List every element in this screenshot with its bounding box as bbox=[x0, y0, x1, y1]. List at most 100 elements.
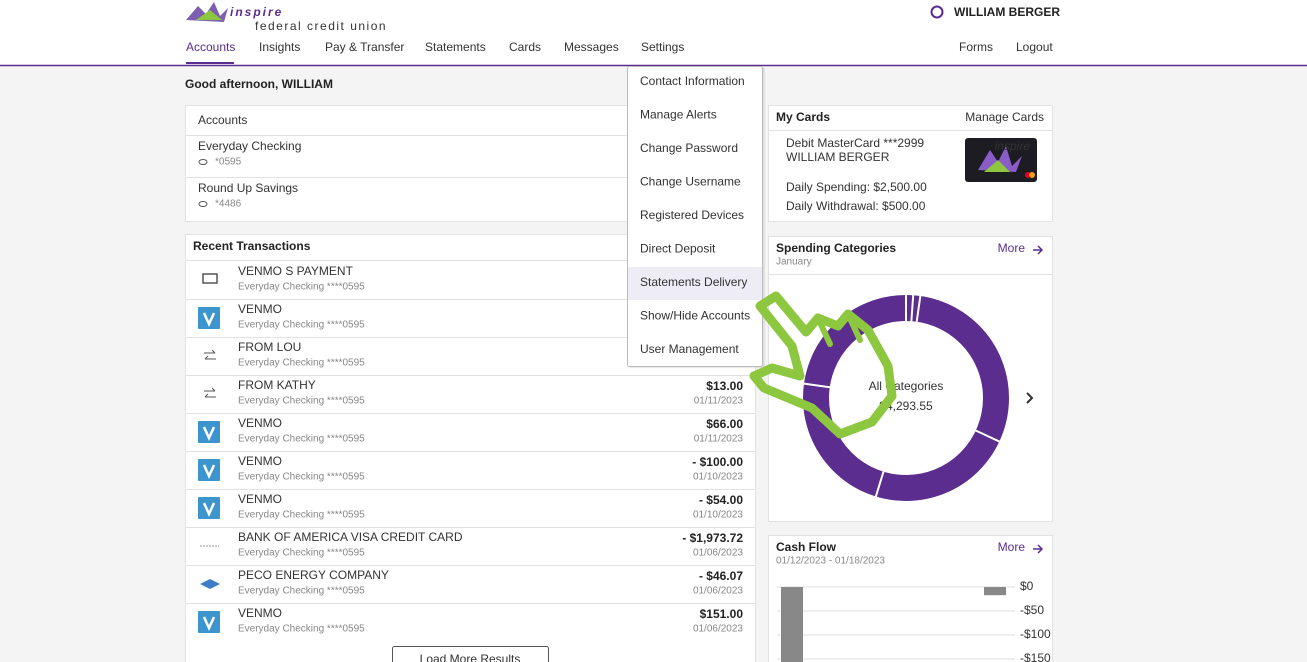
nav-link[interactable]: Messages bbox=[564, 40, 619, 54]
transaction-name[interactable]: BANK OF AMERICA VISA CREDIT CARD bbox=[238, 530, 463, 544]
card-art-accent bbox=[984, 160, 1010, 172]
account-number: *0595 bbox=[215, 157, 242, 168]
venmo-icon bbox=[198, 459, 220, 481]
next-arrow[interactable] bbox=[1026, 392, 1034, 404]
panel-period: 01/12/2023 - 01/18/2023 bbox=[776, 556, 885, 567]
nav-link[interactable]: Accounts bbox=[186, 40, 235, 54]
nav-link[interactable]: Forms bbox=[959, 40, 993, 54]
transaction-name[interactable]: VENMO bbox=[238, 416, 282, 430]
nav-link[interactable]: Logout bbox=[1016, 40, 1053, 54]
transaction-date: 01/10/2023 bbox=[693, 510, 743, 521]
card-name: Debit MasterCard ***2999 bbox=[786, 136, 924, 150]
eye-icon bbox=[198, 201, 208, 207]
eye-icon bbox=[198, 159, 208, 165]
nav-link[interactable]: Settings bbox=[641, 40, 684, 54]
menu-item[interactable]: User Management bbox=[640, 342, 739, 356]
menu-item[interactable]: Registered Devices bbox=[640, 208, 744, 222]
venmo-glyph bbox=[202, 426, 216, 442]
transaction-account: Everyday Checking ****0595 bbox=[238, 586, 365, 597]
mc-logo bbox=[1029, 172, 1035, 178]
y-tick-label: -$100 bbox=[1020, 627, 1051, 641]
transaction-amount: $151.00 bbox=[700, 607, 744, 621]
transaction-account: Everyday Checking ****0595 bbox=[238, 510, 365, 521]
account-number: *4486 bbox=[215, 199, 242, 210]
logo-leaves-accent bbox=[196, 10, 222, 20]
y-tick-label: -$50 bbox=[1020, 603, 1044, 617]
logo-tagline: federal credit union bbox=[255, 19, 387, 33]
card-art bbox=[978, 146, 1022, 172]
donut-separator bbox=[974, 429, 1001, 443]
bar bbox=[781, 587, 803, 662]
menu-item[interactable]: Manage Alerts bbox=[640, 108, 717, 122]
load-more-label[interactable]: Load More Results bbox=[420, 652, 521, 662]
venmo-icon bbox=[198, 307, 220, 329]
transaction-date: 01/11/2023 bbox=[694, 396, 744, 407]
menu-item[interactable]: Contact Information bbox=[640, 74, 745, 88]
donut-separator bbox=[874, 470, 885, 498]
panel bbox=[768, 535, 1053, 662]
transaction-date: 01/06/2023 bbox=[693, 548, 743, 559]
greeting: Good afternoon, WILLIAM bbox=[185, 77, 333, 91]
transfer-icon bbox=[204, 387, 216, 398]
transaction-account: Everyday Checking ****0595 bbox=[238, 320, 365, 331]
transaction-amount: - $100.00 bbox=[692, 455, 743, 469]
panel-title: Recent Transactions bbox=[193, 239, 311, 253]
header-bg bbox=[0, 0, 1307, 65]
transaction-account: Everyday Checking ****0595 bbox=[238, 358, 365, 369]
nav-link[interactable]: Insights bbox=[259, 40, 300, 54]
bar bbox=[984, 587, 1006, 596]
donut-separator bbox=[910, 294, 915, 323]
transaction-date: 01/10/2023 bbox=[693, 472, 743, 483]
nav-link[interactable]: Cards bbox=[509, 40, 541, 54]
venmo-glyph bbox=[202, 312, 216, 328]
transaction-name[interactable]: VENMO bbox=[238, 606, 282, 620]
y-tick-label: $0 bbox=[1020, 579, 1034, 593]
transaction-amount: - $1,973.72 bbox=[682, 531, 743, 545]
donut-label: All Categories bbox=[869, 379, 944, 393]
menu-item[interactable]: Change Password bbox=[640, 141, 738, 155]
transaction-name[interactable]: FROM KATHY bbox=[238, 378, 316, 392]
menu-item[interactable]: Change Username bbox=[640, 175, 741, 189]
link-arrow bbox=[1033, 544, 1044, 554]
panel-title: Spending Categories bbox=[776, 241, 896, 255]
transaction-account: Everyday Checking ****0595 bbox=[238, 472, 365, 483]
transaction-account: Everyday Checking ****0595 bbox=[238, 282, 365, 293]
peco-icon bbox=[200, 579, 220, 589]
menu-item[interactable]: Statements Delivery bbox=[640, 275, 747, 289]
transaction-name[interactable]: PECO ENERGY COMPANY bbox=[238, 568, 389, 582]
transaction-account: Everyday Checking ****0595 bbox=[238, 548, 365, 559]
account-name[interactable]: Round Up Savings bbox=[198, 181, 298, 195]
donut-value: $4,293.55 bbox=[879, 399, 933, 413]
nav-link[interactable]: Statements bbox=[425, 40, 486, 54]
transaction-name[interactable]: VENMO bbox=[238, 492, 282, 506]
transaction-amount: $66.00 bbox=[706, 417, 743, 431]
panel-link[interactable]: More bbox=[998, 241, 1026, 255]
nav-link[interactable]: Pay & Transfer bbox=[325, 40, 404, 54]
menu-item[interactable]: Direct Deposit bbox=[640, 242, 716, 256]
transaction-account: Everyday Checking ****0595 bbox=[238, 624, 365, 635]
user-icon bbox=[930, 5, 944, 19]
card-holder: WILLIAM BERGER bbox=[786, 150, 890, 164]
dropdown-highlight bbox=[628, 267, 762, 300]
panel-title: Cash Flow bbox=[776, 540, 837, 554]
transaction-name[interactable]: VENMO bbox=[238, 454, 282, 468]
transaction-name[interactable]: FROM LOU bbox=[238, 340, 301, 354]
transaction-name[interactable]: VENMO S PAYMENT bbox=[238, 264, 354, 278]
transaction-name[interactable]: VENMO bbox=[238, 302, 282, 316]
venmo-glyph bbox=[202, 502, 216, 518]
card-limit: Daily Withdrawal: $500.00 bbox=[786, 199, 926, 213]
transfer-icon bbox=[204, 349, 216, 360]
panel-link[interactable]: More bbox=[998, 540, 1026, 554]
donut-separator bbox=[802, 382, 831, 389]
cash-icon bbox=[202, 273, 218, 284]
account-name[interactable]: Everyday Checking bbox=[198, 139, 301, 153]
menu-item[interactable]: Show/Hide Accounts bbox=[640, 309, 750, 323]
venmo-icon bbox=[198, 611, 220, 633]
transaction-date: 01/06/2023 bbox=[693, 624, 743, 635]
transaction-account: Everyday Checking ****0595 bbox=[238, 434, 365, 445]
transaction-amount: - $54.00 bbox=[699, 493, 743, 507]
panel-link[interactable]: Manage Cards bbox=[965, 110, 1044, 124]
transaction-date: 01/06/2023 bbox=[693, 586, 743, 597]
y-tick-label: -$150 bbox=[1020, 651, 1051, 662]
logo: inspire bbox=[230, 5, 283, 19]
